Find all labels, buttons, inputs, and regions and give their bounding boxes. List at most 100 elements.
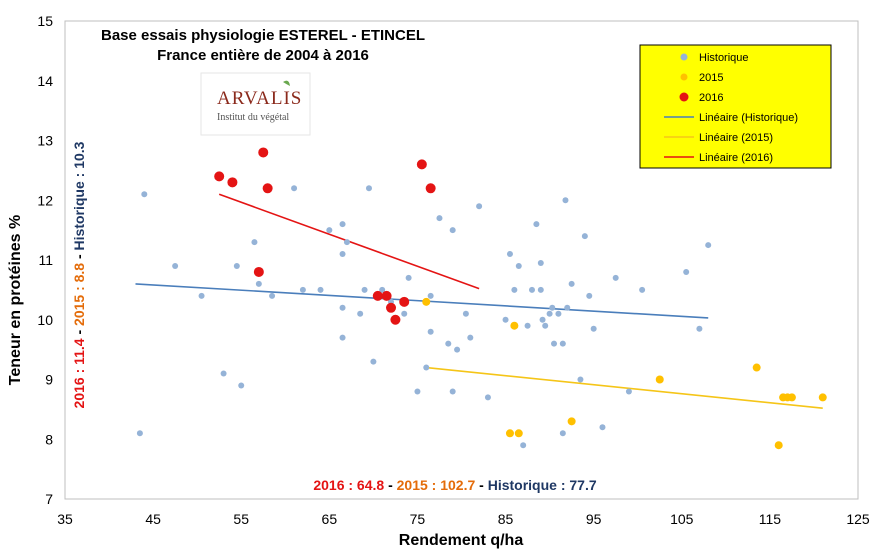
point-historique (555, 310, 562, 317)
point-historique (339, 221, 346, 228)
legend-label-trend-2016: Linéaire (2016) (699, 152, 773, 164)
point-historique (427, 328, 434, 335)
point-historique (233, 262, 240, 269)
x-mean-sep-1: - (384, 477, 396, 493)
y-means-annotation: 2016 : 11.4 - 2015 : 8.8 - Historique : … (71, 141, 87, 408)
point-historique (586, 292, 593, 299)
point-2016 (253, 266, 264, 277)
y-tick-label: 14 (37, 73, 53, 89)
legend-marker-2015 (680, 73, 688, 81)
point-2016 (227, 177, 238, 188)
point-historique (357, 310, 364, 317)
point-historique (559, 430, 566, 437)
legend-marker-historique (680, 53, 688, 61)
chart-subtitle: France entière de 2004 à 2016 (157, 47, 369, 64)
point-historique (581, 233, 588, 240)
y-tick-label: 10 (37, 312, 53, 328)
logo-tagline: Institut du végétal (217, 112, 289, 123)
point-historique (365, 185, 372, 192)
point-historique (299, 286, 306, 293)
x-tick-label: 75 (410, 511, 426, 527)
point-2016 (262, 183, 273, 194)
point-historique (559, 340, 566, 347)
x-axis-label: Rendement q/ha (399, 532, 524, 549)
point-historique (255, 280, 262, 287)
point-historique (696, 325, 703, 332)
point-historique (551, 340, 558, 347)
point-historique (427, 292, 434, 299)
point-historique (361, 286, 368, 293)
point-historique (542, 322, 549, 329)
y-mean-sep-2: - (71, 250, 87, 262)
point-historique (546, 310, 553, 317)
legend: Historique 2015 2016 Linéaire (Historiqu… (639, 44, 832, 169)
y-tick-label: 8 (45, 431, 53, 447)
point-2015 (510, 321, 519, 330)
legend-label-trend-2015: Linéaire (2015) (699, 132, 773, 144)
x-mean-2016: 2016 : 64.8 (313, 477, 384, 493)
point-historique (705, 242, 712, 249)
x-tick-label: 105 (670, 511, 694, 527)
point-historique (520, 442, 527, 449)
point-historique (502, 316, 509, 323)
point-historique (370, 358, 377, 365)
y-mean-sep-1: - (71, 326, 87, 338)
point-historique (533, 221, 540, 228)
point-historique (467, 334, 474, 341)
point-2016 (381, 290, 392, 301)
y-tick-label: 7 (45, 491, 53, 507)
point-historique (343, 239, 350, 246)
x-tick-label: 45 (145, 511, 161, 527)
x-tick-label: 95 (586, 511, 602, 527)
point-historique (449, 227, 456, 234)
point-2016 (425, 183, 436, 194)
point-historique (568, 280, 575, 287)
point-historique (339, 334, 346, 341)
point-2016 (416, 159, 427, 170)
point-2016 (390, 314, 401, 325)
plot-area (64, 20, 859, 500)
point-historique (172, 262, 179, 269)
trend-line-2015 (426, 366, 823, 409)
point-historique (198, 292, 205, 299)
x-tick-label: 85 (498, 511, 514, 527)
point-historique (449, 388, 456, 395)
data-points (136, 147, 827, 450)
point-historique (405, 274, 412, 281)
point-2015 (818, 393, 827, 402)
point-historique (625, 388, 632, 395)
x-tick-label: 55 (233, 511, 249, 527)
x-mean-historique: Historique : 77.7 (488, 477, 597, 493)
legend-label-trend-historique: Linéaire (Historique) (699, 112, 798, 124)
x-mean-sep-2: - (475, 477, 487, 493)
point-historique (515, 262, 522, 269)
point-historique (506, 251, 513, 258)
point-historique (537, 286, 544, 293)
point-2015 (567, 417, 576, 426)
x-tick-label: 125 (846, 511, 870, 527)
point-historique (414, 388, 421, 395)
point-2016 (372, 290, 383, 301)
point-historique (445, 340, 452, 347)
legend-label-2015: 2015 (699, 72, 723, 84)
point-historique (683, 268, 690, 275)
point-historique (423, 364, 430, 371)
point-2015 (514, 429, 523, 438)
point-historique (549, 304, 556, 311)
y-tick-label: 12 (37, 192, 53, 208)
point-historique (436, 215, 443, 222)
point-historique (401, 310, 408, 317)
point-historique (238, 382, 245, 389)
point-2016 (214, 171, 225, 182)
y-mean-historique: Historique : 10.3 (71, 141, 87, 250)
point-historique (291, 185, 298, 192)
legend-marker-2016 (679, 92, 689, 102)
x-mean-2015: 2015 : 102.7 (397, 477, 476, 493)
point-historique (462, 310, 469, 317)
point-historique (612, 274, 619, 281)
point-2015 (422, 297, 431, 306)
point-2015 (774, 441, 783, 450)
point-historique (379, 286, 386, 293)
x-axis: 35 45 55 65 75 85 95 105 115 125 (57, 511, 870, 527)
